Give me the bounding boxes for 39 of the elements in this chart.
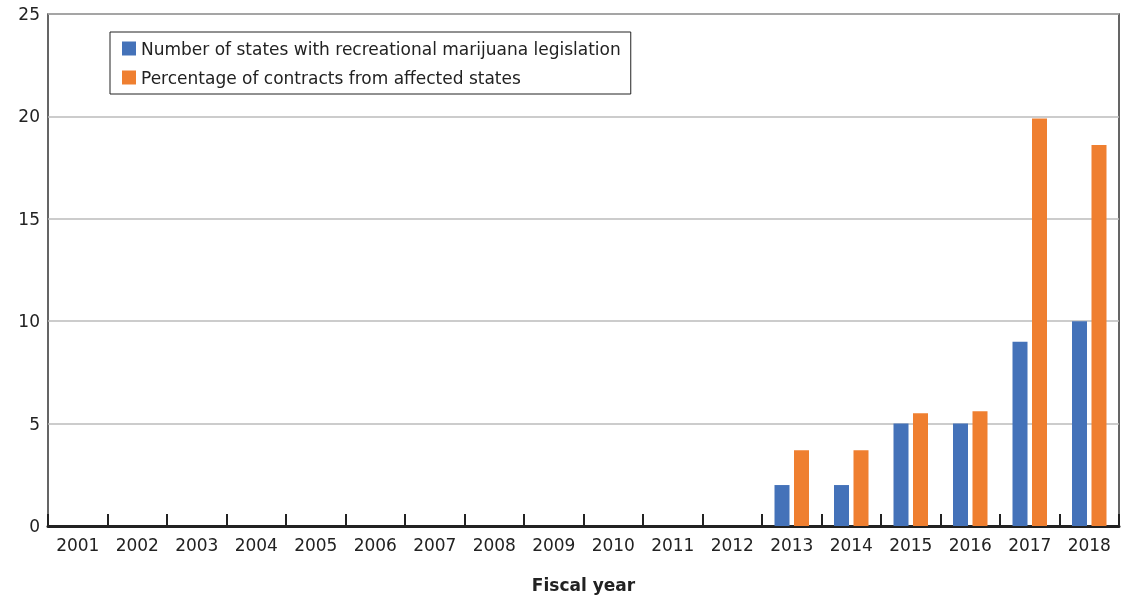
y-tick-label: 0	[29, 516, 40, 536]
bar	[893, 423, 909, 526]
x-tick-label: 2007	[413, 534, 457, 555]
bar	[913, 413, 928, 526]
y-tick-label: 15	[18, 208, 40, 229]
x-tick-label: 2008	[472, 534, 516, 555]
bar	[953, 423, 968, 526]
y-tick-label: 25	[18, 4, 40, 24]
bar	[774, 485, 790, 526]
x-tick-label: 2013	[770, 534, 814, 555]
x-tick-label: 2005	[294, 534, 338, 555]
legend-label: Percentage of contracts from affected states	[141, 67, 521, 88]
y-tick-label: 5	[29, 413, 40, 434]
bar	[1032, 118, 1047, 526]
x-tick-label: 2003	[175, 534, 219, 555]
legend-label: Number of states with recreational marijuana legislation	[141, 38, 621, 59]
bar	[853, 450, 869, 526]
bar	[1072, 321, 1087, 526]
x-axis-title: Fiscal year	[531, 574, 636, 595]
x-tick-label: 2018	[1067, 534, 1111, 555]
x-tick-label: 2001	[56, 534, 100, 555]
x-tick-label: 2015	[889, 534, 933, 555]
x-tick-label: 2012	[710, 534, 754, 555]
x-tick-label: 2002	[115, 534, 159, 555]
bar	[1012, 341, 1028, 526]
x-tick-label: 2009	[532, 534, 576, 555]
x-tick-label: 2011	[651, 534, 695, 555]
bar	[972, 411, 988, 526]
bar	[794, 450, 809, 526]
x-tick-label: 2010	[591, 534, 635, 555]
bar	[1091, 145, 1107, 526]
x-tick-label: 2006	[353, 534, 397, 555]
bar	[834, 485, 849, 526]
y-tick-label: 20	[18, 106, 40, 127]
x-tick-label: 2017	[1008, 534, 1052, 555]
x-tick-label: 2014	[829, 534, 873, 555]
x-tick-label: 2016	[948, 534, 992, 555]
y-tick-label: 10	[18, 311, 40, 332]
x-tick-label: 2004	[234, 534, 278, 555]
